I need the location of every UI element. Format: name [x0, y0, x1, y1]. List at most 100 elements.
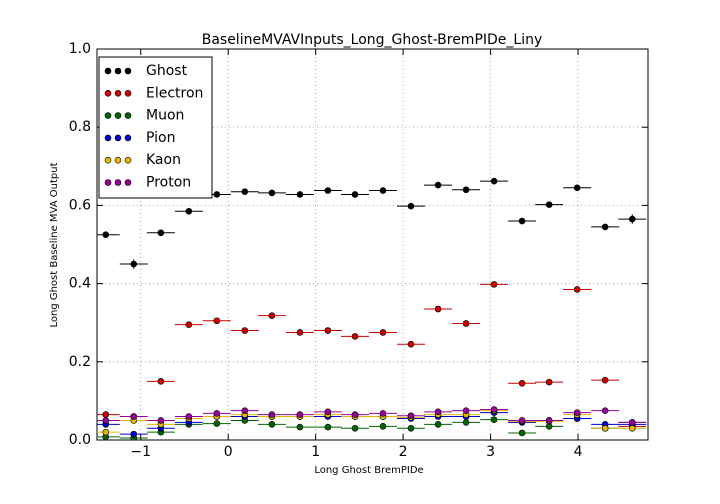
data-point	[351, 424, 359, 432]
data-point	[379, 423, 387, 430]
data-point	[601, 424, 609, 432]
data-point	[490, 416, 498, 423]
legend-marker	[124, 156, 132, 164]
y-axis-label: Long Ghost Baseline MVA Output	[49, 162, 60, 327]
chart-title: BaselineMVAVInputs_Long_Ghost-BremPIDe_L…	[202, 32, 543, 48]
data-point	[601, 223, 609, 231]
data-point	[545, 201, 553, 208]
data-point	[296, 423, 304, 431]
data-point	[351, 411, 359, 418]
data-point	[102, 411, 110, 418]
legend-marker	[104, 67, 112, 75]
data-point	[490, 177, 498, 185]
legend-marker	[104, 134, 112, 142]
data-point	[213, 317, 221, 325]
data-point	[518, 417, 526, 424]
legend-marker	[124, 134, 132, 142]
x-tick-label: 4	[574, 444, 583, 460]
data-point	[241, 188, 249, 196]
x-tick-label: 2	[399, 444, 408, 460]
data-point	[351, 333, 359, 340]
data-point	[628, 419, 636, 426]
legend-label: Kaon	[146, 152, 181, 168]
data-point	[462, 320, 470, 327]
data-point	[268, 411, 276, 418]
data-point	[573, 184, 581, 192]
y-tick-label: 1.0	[69, 41, 91, 57]
data-point	[628, 215, 636, 223]
legend-marker	[104, 112, 112, 119]
data-point	[296, 191, 304, 198]
x-tick-label: 3	[486, 444, 495, 460]
data-point	[379, 187, 387, 194]
data-point	[379, 329, 387, 336]
data-point	[213, 191, 221, 198]
data-point	[434, 181, 442, 189]
x-tick-label: 0	[224, 444, 233, 460]
legend-label: Muon	[146, 108, 184, 124]
data-point	[324, 187, 332, 194]
data-point	[296, 329, 304, 336]
legend-marker	[114, 156, 122, 164]
data-point	[434, 408, 442, 416]
data-point	[102, 231, 110, 239]
data-point	[601, 376, 609, 384]
data-point	[102, 428, 110, 436]
data-point	[518, 217, 526, 225]
legend-marker	[104, 179, 112, 186]
legend-marker	[124, 112, 132, 119]
data-point	[462, 419, 470, 426]
data-point	[157, 417, 165, 424]
legend-marker	[114, 179, 122, 186]
data-point	[407, 340, 415, 348]
x-tick-label: 1	[311, 444, 320, 460]
data-point	[102, 417, 110, 424]
y-tick-label: 0.8	[69, 119, 91, 135]
data-point	[351, 191, 359, 198]
data-point	[462, 407, 470, 414]
legend-marker	[124, 90, 132, 97]
data-point	[434, 305, 442, 313]
legend-label: Pion	[146, 130, 175, 146]
data-point	[407, 202, 415, 210]
data-point	[379, 410, 387, 417]
data-point	[545, 378, 553, 386]
data-point	[490, 281, 498, 288]
data-point	[601, 407, 609, 414]
data-point	[545, 417, 553, 424]
y-tick-label: 0.4	[69, 276, 91, 292]
data-point	[518, 429, 526, 437]
data-point	[185, 321, 193, 328]
x-tick-label: −1	[130, 444, 151, 460]
legend-marker	[114, 90, 122, 97]
plot-area	[97, 177, 647, 440]
legend: Ghost Electron Muon Pion Kaon Proton	[98, 56, 213, 199]
y-tick-label: 0.6	[69, 197, 91, 213]
legend-label: Ghost	[146, 63, 188, 79]
data-point	[268, 189, 276, 197]
legend-marker	[104, 90, 112, 97]
data-point	[130, 413, 138, 420]
data-point	[268, 312, 276, 319]
legend-label: Proton	[146, 175, 191, 191]
data-point	[324, 408, 332, 416]
data-point	[130, 430, 138, 438]
legend-marker	[114, 112, 122, 119]
data-point	[573, 286, 581, 293]
data-point	[241, 327, 249, 334]
legend-marker	[104, 156, 112, 164]
data-point	[157, 229, 165, 237]
plot-frame	[96, 48, 649, 441]
data-point	[213, 420, 221, 427]
data-point	[462, 186, 470, 194]
data-point	[185, 413, 193, 420]
data-point	[324, 423, 332, 431]
data-point	[407, 412, 415, 420]
data-point	[185, 207, 193, 215]
y-tick-label: 0.2	[69, 354, 91, 370]
data-point	[130, 260, 138, 268]
data-point	[213, 410, 221, 417]
data-point	[296, 411, 304, 418]
legend-label: Electron	[146, 85, 203, 101]
